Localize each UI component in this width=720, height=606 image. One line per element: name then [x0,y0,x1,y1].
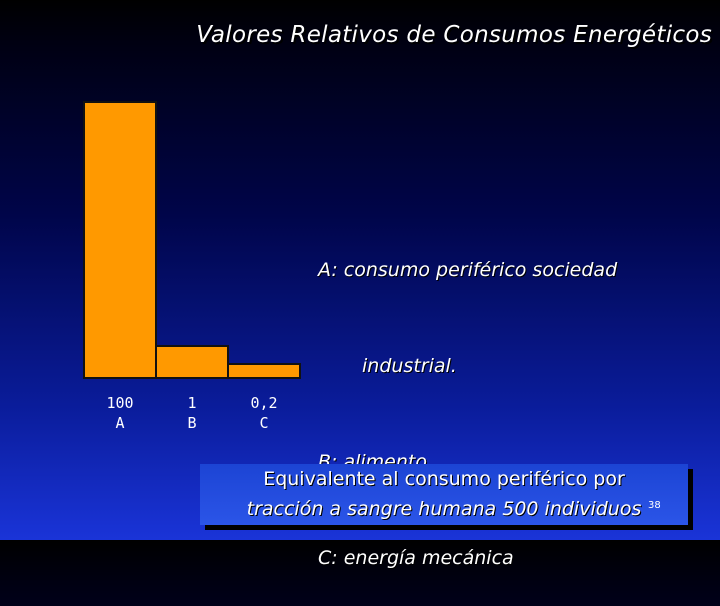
bar-b [155,345,229,379]
bar-c [227,363,301,379]
category-label-a: A [115,414,124,432]
legend-line-c: C: energía mecánica [318,547,514,569]
chart-legend: A: consumo periférico sociedad industria… [318,190,617,606]
equivalence-note-box: Equivalente al consumo periférico por tr… [200,464,688,525]
value-label-b: 1 [187,394,196,412]
note-line-2: tracción a sangre humana 500 individuos [246,498,642,520]
note-line-1: Equivalente al consumo periférico por [263,468,625,490]
page-number: 38 [648,500,661,511]
value-label-c: 0,2 [250,394,277,412]
category-label-c: C [259,414,268,432]
category-label-b: B [187,414,196,432]
legend-line-a: A: consumo periférico sociedad [318,259,618,281]
legend-line-a-cont: industrial. [362,355,457,377]
chart-title: Valores Relativos de Consumos Energético… [196,22,712,48]
bar-chart: 100 A 1 B 0,2 C [83,101,301,432]
bar-a [83,101,157,379]
value-label-a: 100 [106,394,133,412]
